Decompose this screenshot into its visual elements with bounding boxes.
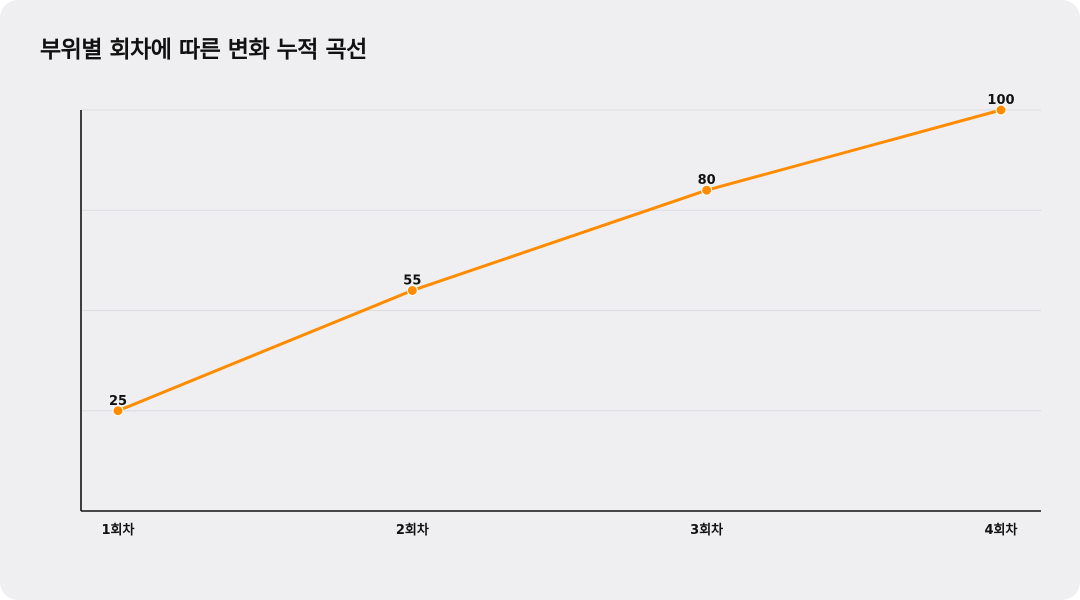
data-label: 100 — [987, 93, 1014, 108]
x-tick-label: 2회차 — [396, 522, 429, 538]
data-point — [701, 184, 713, 196]
data-label: 80 — [698, 173, 716, 188]
data-label: 55 — [403, 273, 421, 288]
x-tick-label: 4회차 — [985, 522, 1018, 538]
data-point — [406, 284, 418, 296]
data-point — [995, 104, 1007, 116]
data-point — [112, 405, 124, 417]
series-line — [116, 108, 1003, 413]
chart-title: 부위별 회차에 따른 변화 누적 곡선 — [40, 37, 367, 63]
x-tick-label: 3회차 — [690, 522, 723, 538]
x-tick-label: 1회차 — [102, 522, 135, 538]
data-label: 25 — [109, 394, 127, 409]
